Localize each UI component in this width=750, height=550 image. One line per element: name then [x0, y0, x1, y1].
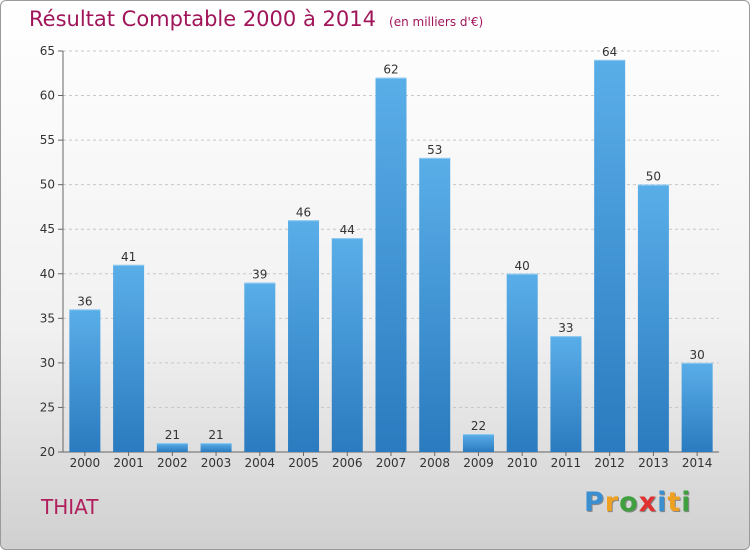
bar-2007 — [375, 77, 407, 452]
logo-letter-0: P — [584, 487, 605, 518]
bar-2011 — [550, 336, 582, 452]
value-label-2001: 41 — [121, 250, 136, 264]
chart-title: Résultat Comptable 2000 à 2014 (en milli… — [29, 7, 483, 31]
value-label-2004: 39 — [252, 268, 267, 282]
bar-2012 — [594, 59, 626, 453]
value-label-2009: 22 — [471, 419, 486, 433]
x-tick-label-2005: 2005 — [288, 456, 319, 470]
value-label-2010: 40 — [515, 259, 530, 273]
x-tick-label-2011: 2011 — [551, 456, 582, 470]
bar-2000 — [69, 309, 101, 452]
bar-2006 — [331, 238, 363, 452]
value-label-2002: 21 — [165, 428, 180, 442]
value-label-2011: 33 — [558, 321, 573, 335]
bar-2010 — [506, 273, 538, 452]
bar-2004 — [244, 282, 276, 452]
logo-letter-3: x — [638, 487, 658, 518]
value-label-2013: 50 — [646, 170, 661, 184]
value-label-2008: 53 — [427, 143, 442, 157]
logo-letter-2: o — [619, 487, 639, 518]
logo-letter-5: t — [667, 487, 682, 518]
value-label-2012: 64 — [602, 45, 617, 59]
y-tick-label-45: 45 — [40, 222, 55, 236]
bar-2013 — [637, 184, 669, 452]
y-tick-label-20: 20 — [40, 445, 55, 459]
y-tick-label-40: 40 — [40, 267, 55, 281]
logo-letter-1: r — [604, 487, 620, 518]
value-label-2007: 62 — [383, 63, 398, 77]
bar-2001 — [113, 264, 145, 452]
x-tick-label-2009: 2009 — [463, 456, 494, 470]
value-label-2003: 21 — [208, 428, 223, 442]
x-tick-label-2002: 2002 — [157, 456, 188, 470]
x-tick-label-2014: 2014 — [682, 456, 713, 470]
logo-letter-4: i — [657, 487, 668, 518]
bar-2005 — [288, 220, 320, 452]
value-label-2000: 36 — [77, 294, 92, 308]
x-tick-label-2000: 2000 — [70, 456, 101, 470]
y-tick-label-60: 60 — [40, 89, 55, 103]
value-label-2014: 30 — [689, 348, 704, 362]
y-tick-label-55: 55 — [40, 133, 55, 147]
x-tick-label-2006: 2006 — [332, 456, 363, 470]
bars — [69, 59, 713, 453]
x-tick-label-2003: 2003 — [201, 456, 232, 470]
x-tick-label-2013: 2013 — [638, 456, 669, 470]
x-tick-label-2010: 2010 — [507, 456, 538, 470]
x-tick-label-2008: 2008 — [419, 456, 450, 470]
labels: 20 25 30 35 40 45 50 55 60 65 36 2000 41 2001 21 2002 21… — [40, 44, 713, 470]
x-tick-label-2001: 2001 — [113, 456, 144, 470]
value-label-2006: 44 — [340, 223, 355, 237]
x-tick-label-2004: 2004 — [245, 456, 276, 470]
bar-2014 — [681, 362, 713, 452]
y-tick-label-50: 50 — [40, 178, 55, 192]
proxiti-logo: Proxiti — [584, 487, 692, 518]
y-tick-label-30: 30 — [40, 356, 55, 370]
logo-letter-6: i — [681, 487, 692, 518]
bar-2008 — [419, 157, 451, 452]
bar-2009 — [462, 434, 494, 452]
value-label-2005: 46 — [296, 205, 311, 219]
commune-name: THIAT — [41, 495, 99, 519]
y-tick-label-35: 35 — [40, 311, 55, 325]
chart-subtitle: (en milliers d'€) — [389, 15, 484, 29]
bar-2003 — [200, 443, 232, 452]
x-tick-label-2007: 2007 — [376, 456, 407, 470]
x-tick-label-2012: 2012 — [594, 456, 625, 470]
bar-2002 — [156, 443, 188, 452]
chart-title-text: Résultat Comptable 2000 à 2014 — [29, 7, 376, 31]
y-tick-label-25: 25 — [40, 400, 55, 414]
y-tick-label-65: 65 — [40, 44, 55, 58]
